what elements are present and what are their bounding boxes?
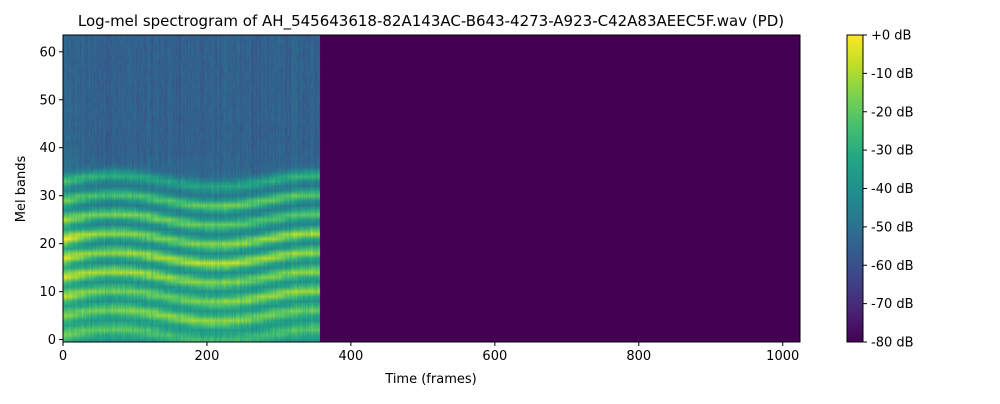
colorbar-tick-label: -20 dB bbox=[871, 105, 914, 120]
colorbar-tick-label: -70 dB bbox=[871, 297, 914, 312]
colorbar-ticks: +0 dB -10 dB -20 dB -30 dB -40 dB -50 dB -60 d… bbox=[863, 29, 914, 351]
colorbar-tick-label: -50 dB bbox=[871, 220, 914, 235]
colorbar-fill bbox=[847, 35, 863, 342]
colorbar-tick-label: -10 dB bbox=[871, 67, 914, 82]
x-tick-label: 800 bbox=[626, 349, 651, 364]
y-tick-label: 0 bbox=[48, 333, 56, 348]
y-tick-label: 40 bbox=[39, 141, 56, 156]
x-tick-label: 200 bbox=[195, 349, 220, 364]
y-tick-label: 20 bbox=[39, 237, 56, 252]
x-tick-label: 400 bbox=[338, 349, 363, 364]
plot-area bbox=[62, 34, 801, 343]
x-axis-label: Time (frames) bbox=[384, 372, 476, 387]
chart-title: Log-mel spectrogram of AH_545643618-82A1… bbox=[78, 12, 784, 31]
y-axis: 0 10 20 30 40 50 60 bbox=[39, 45, 63, 348]
y-tick-label: 50 bbox=[39, 93, 56, 108]
x-tick-label: 1000 bbox=[766, 349, 799, 364]
colorbar-tick-label: -40 dB bbox=[871, 182, 914, 197]
spectrogram-heatmap bbox=[63, 35, 800, 342]
colorbar-tick-label: -80 dB bbox=[871, 336, 914, 351]
x-tick-label: 600 bbox=[482, 349, 507, 364]
y-tick-label: 60 bbox=[39, 45, 56, 60]
plot-frame bbox=[62, 34, 801, 343]
y-axis-label: Mel bands bbox=[14, 156, 29, 223]
colorbar: +0 dB -10 dB -20 dB -30 dB -40 dB -50 dB -60 d… bbox=[846, 29, 914, 351]
colorbar-tick-label: +0 dB bbox=[871, 29, 911, 44]
y-tick-label: 30 bbox=[39, 189, 56, 204]
y-tick-label: 10 bbox=[39, 285, 56, 300]
colorbar-tick-label: -60 dB bbox=[871, 259, 914, 274]
colorbar-tick-label: -30 dB bbox=[871, 144, 914, 159]
x-tick-label: 0 bbox=[59, 349, 67, 364]
x-axis: 0 200 400 600 800 1000 bbox=[59, 342, 799, 364]
